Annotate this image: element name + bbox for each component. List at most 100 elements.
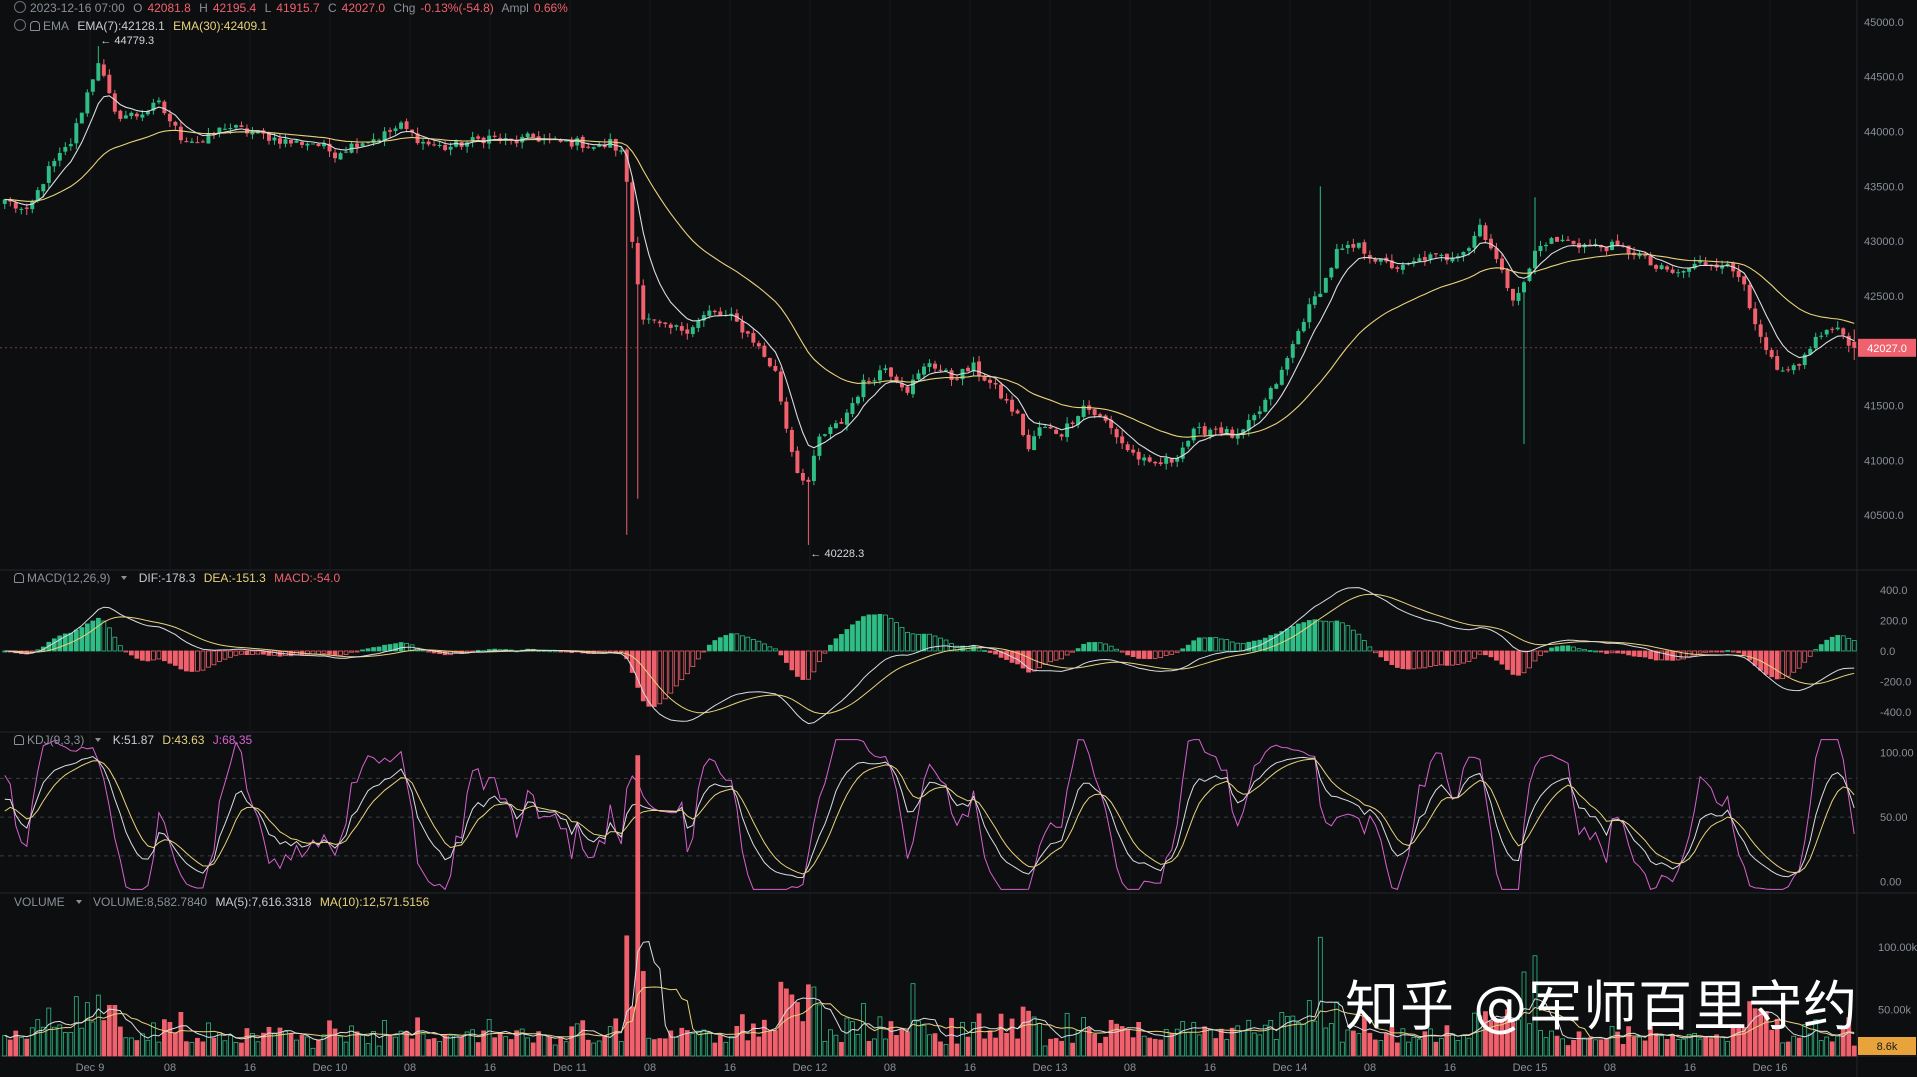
candle[interactable] xyxy=(1824,329,1829,338)
candle[interactable] xyxy=(79,112,84,124)
candle[interactable] xyxy=(1395,265,1400,273)
candle[interactable] xyxy=(1021,413,1026,437)
candle[interactable] xyxy=(1852,329,1857,361)
candle[interactable] xyxy=(112,89,117,115)
candle[interactable] xyxy=(129,111,134,120)
candle[interactable] xyxy=(729,307,734,321)
candle[interactable] xyxy=(1698,255,1703,265)
candle[interactable] xyxy=(1659,262,1664,270)
candle[interactable] xyxy=(630,177,635,249)
candle[interactable] xyxy=(668,322,673,335)
candle[interactable] xyxy=(1764,332,1769,355)
candle[interactable] xyxy=(652,319,657,324)
candle[interactable] xyxy=(988,376,993,389)
candle[interactable] xyxy=(536,131,541,143)
candle[interactable] xyxy=(1153,461,1158,467)
macd-pane[interactable] xyxy=(2,587,1857,725)
candle[interactable] xyxy=(1687,268,1692,278)
candle[interactable] xyxy=(217,127,222,138)
candle[interactable] xyxy=(977,355,982,382)
candle[interactable] xyxy=(107,69,112,94)
candle[interactable] xyxy=(1334,243,1339,270)
candle[interactable] xyxy=(1186,440,1191,450)
candle[interactable] xyxy=(1830,327,1835,334)
candle[interactable] xyxy=(1125,441,1130,452)
candle[interactable] xyxy=(833,420,838,429)
candle[interactable] xyxy=(1769,347,1774,360)
candle[interactable] xyxy=(817,433,822,461)
candle[interactable] xyxy=(349,141,354,154)
candle[interactable] xyxy=(1753,301,1758,331)
candle[interactable] xyxy=(316,143,321,147)
candle[interactable] xyxy=(1637,251,1642,260)
candle[interactable] xyxy=(410,129,415,137)
candle[interactable] xyxy=(811,449,816,486)
candle[interactable] xyxy=(635,236,640,499)
candle[interactable] xyxy=(1775,349,1780,371)
candle[interactable] xyxy=(1692,257,1697,271)
candle[interactable] xyxy=(1169,458,1174,467)
candle[interactable] xyxy=(1191,427,1196,444)
candle[interactable] xyxy=(1290,340,1295,364)
candle[interactable] xyxy=(305,142,310,151)
candle[interactable] xyxy=(1797,363,1802,371)
candle[interactable] xyxy=(377,138,382,144)
candle[interactable] xyxy=(641,279,646,325)
candle[interactable] xyxy=(927,359,932,373)
candle[interactable] xyxy=(311,143,315,145)
candle[interactable] xyxy=(751,328,756,347)
candle[interactable] xyxy=(1230,426,1235,439)
candle[interactable] xyxy=(966,365,971,372)
candle[interactable] xyxy=(1285,355,1290,376)
candle[interactable] xyxy=(1566,236,1570,242)
candle[interactable] xyxy=(1197,422,1202,435)
candle[interactable] xyxy=(1758,319,1763,344)
candle[interactable] xyxy=(19,207,24,215)
candle[interactable] xyxy=(1676,269,1681,278)
candle[interactable] xyxy=(679,321,684,336)
candle[interactable] xyxy=(1808,346,1813,356)
candle[interactable] xyxy=(547,133,552,144)
candle[interactable] xyxy=(1505,268,1510,292)
candle[interactable] xyxy=(189,138,194,144)
candle[interactable] xyxy=(162,99,167,116)
candle[interactable] xyxy=(911,374,915,398)
candle[interactable] xyxy=(1032,430,1037,451)
candle[interactable] xyxy=(239,121,244,128)
candle[interactable] xyxy=(982,373,987,382)
candle[interactable] xyxy=(415,127,420,145)
candle[interactable] xyxy=(1004,393,1009,404)
candle[interactable] xyxy=(778,367,783,405)
candle[interactable] xyxy=(57,147,62,167)
eye-icon[interactable] xyxy=(14,1,26,13)
candle[interactable] xyxy=(1356,242,1361,250)
candle[interactable] xyxy=(1158,457,1163,467)
candle[interactable] xyxy=(773,359,778,373)
candle[interactable] xyxy=(1065,417,1070,442)
macd-label[interactable]: MACD(12,26,9) xyxy=(27,571,111,585)
candle[interactable] xyxy=(1786,366,1791,373)
candle[interactable] xyxy=(1164,453,1169,470)
candle[interactable] xyxy=(1483,222,1488,244)
candle[interactable] xyxy=(1147,454,1152,463)
chevron-down-icon[interactable] xyxy=(75,900,82,904)
candle[interactable] xyxy=(156,97,161,105)
candle[interactable] xyxy=(294,139,299,143)
candle[interactable] xyxy=(74,118,79,150)
candle[interactable] xyxy=(740,315,745,339)
candle[interactable] xyxy=(476,134,481,140)
candle[interactable] xyxy=(1345,240,1350,255)
candle[interactable] xyxy=(877,365,882,385)
candle[interactable] xyxy=(261,128,266,140)
candle[interactable] xyxy=(85,89,90,117)
candle[interactable] xyxy=(1241,428,1246,439)
candle[interactable] xyxy=(1549,236,1554,245)
candle[interactable] xyxy=(767,357,772,368)
candle[interactable] xyxy=(1610,239,1615,251)
candle[interactable] xyxy=(399,120,404,130)
candle[interactable] xyxy=(1378,258,1383,266)
candle[interactable] xyxy=(646,313,651,324)
candle[interactable] xyxy=(993,379,998,390)
candle[interactable] xyxy=(195,136,200,144)
